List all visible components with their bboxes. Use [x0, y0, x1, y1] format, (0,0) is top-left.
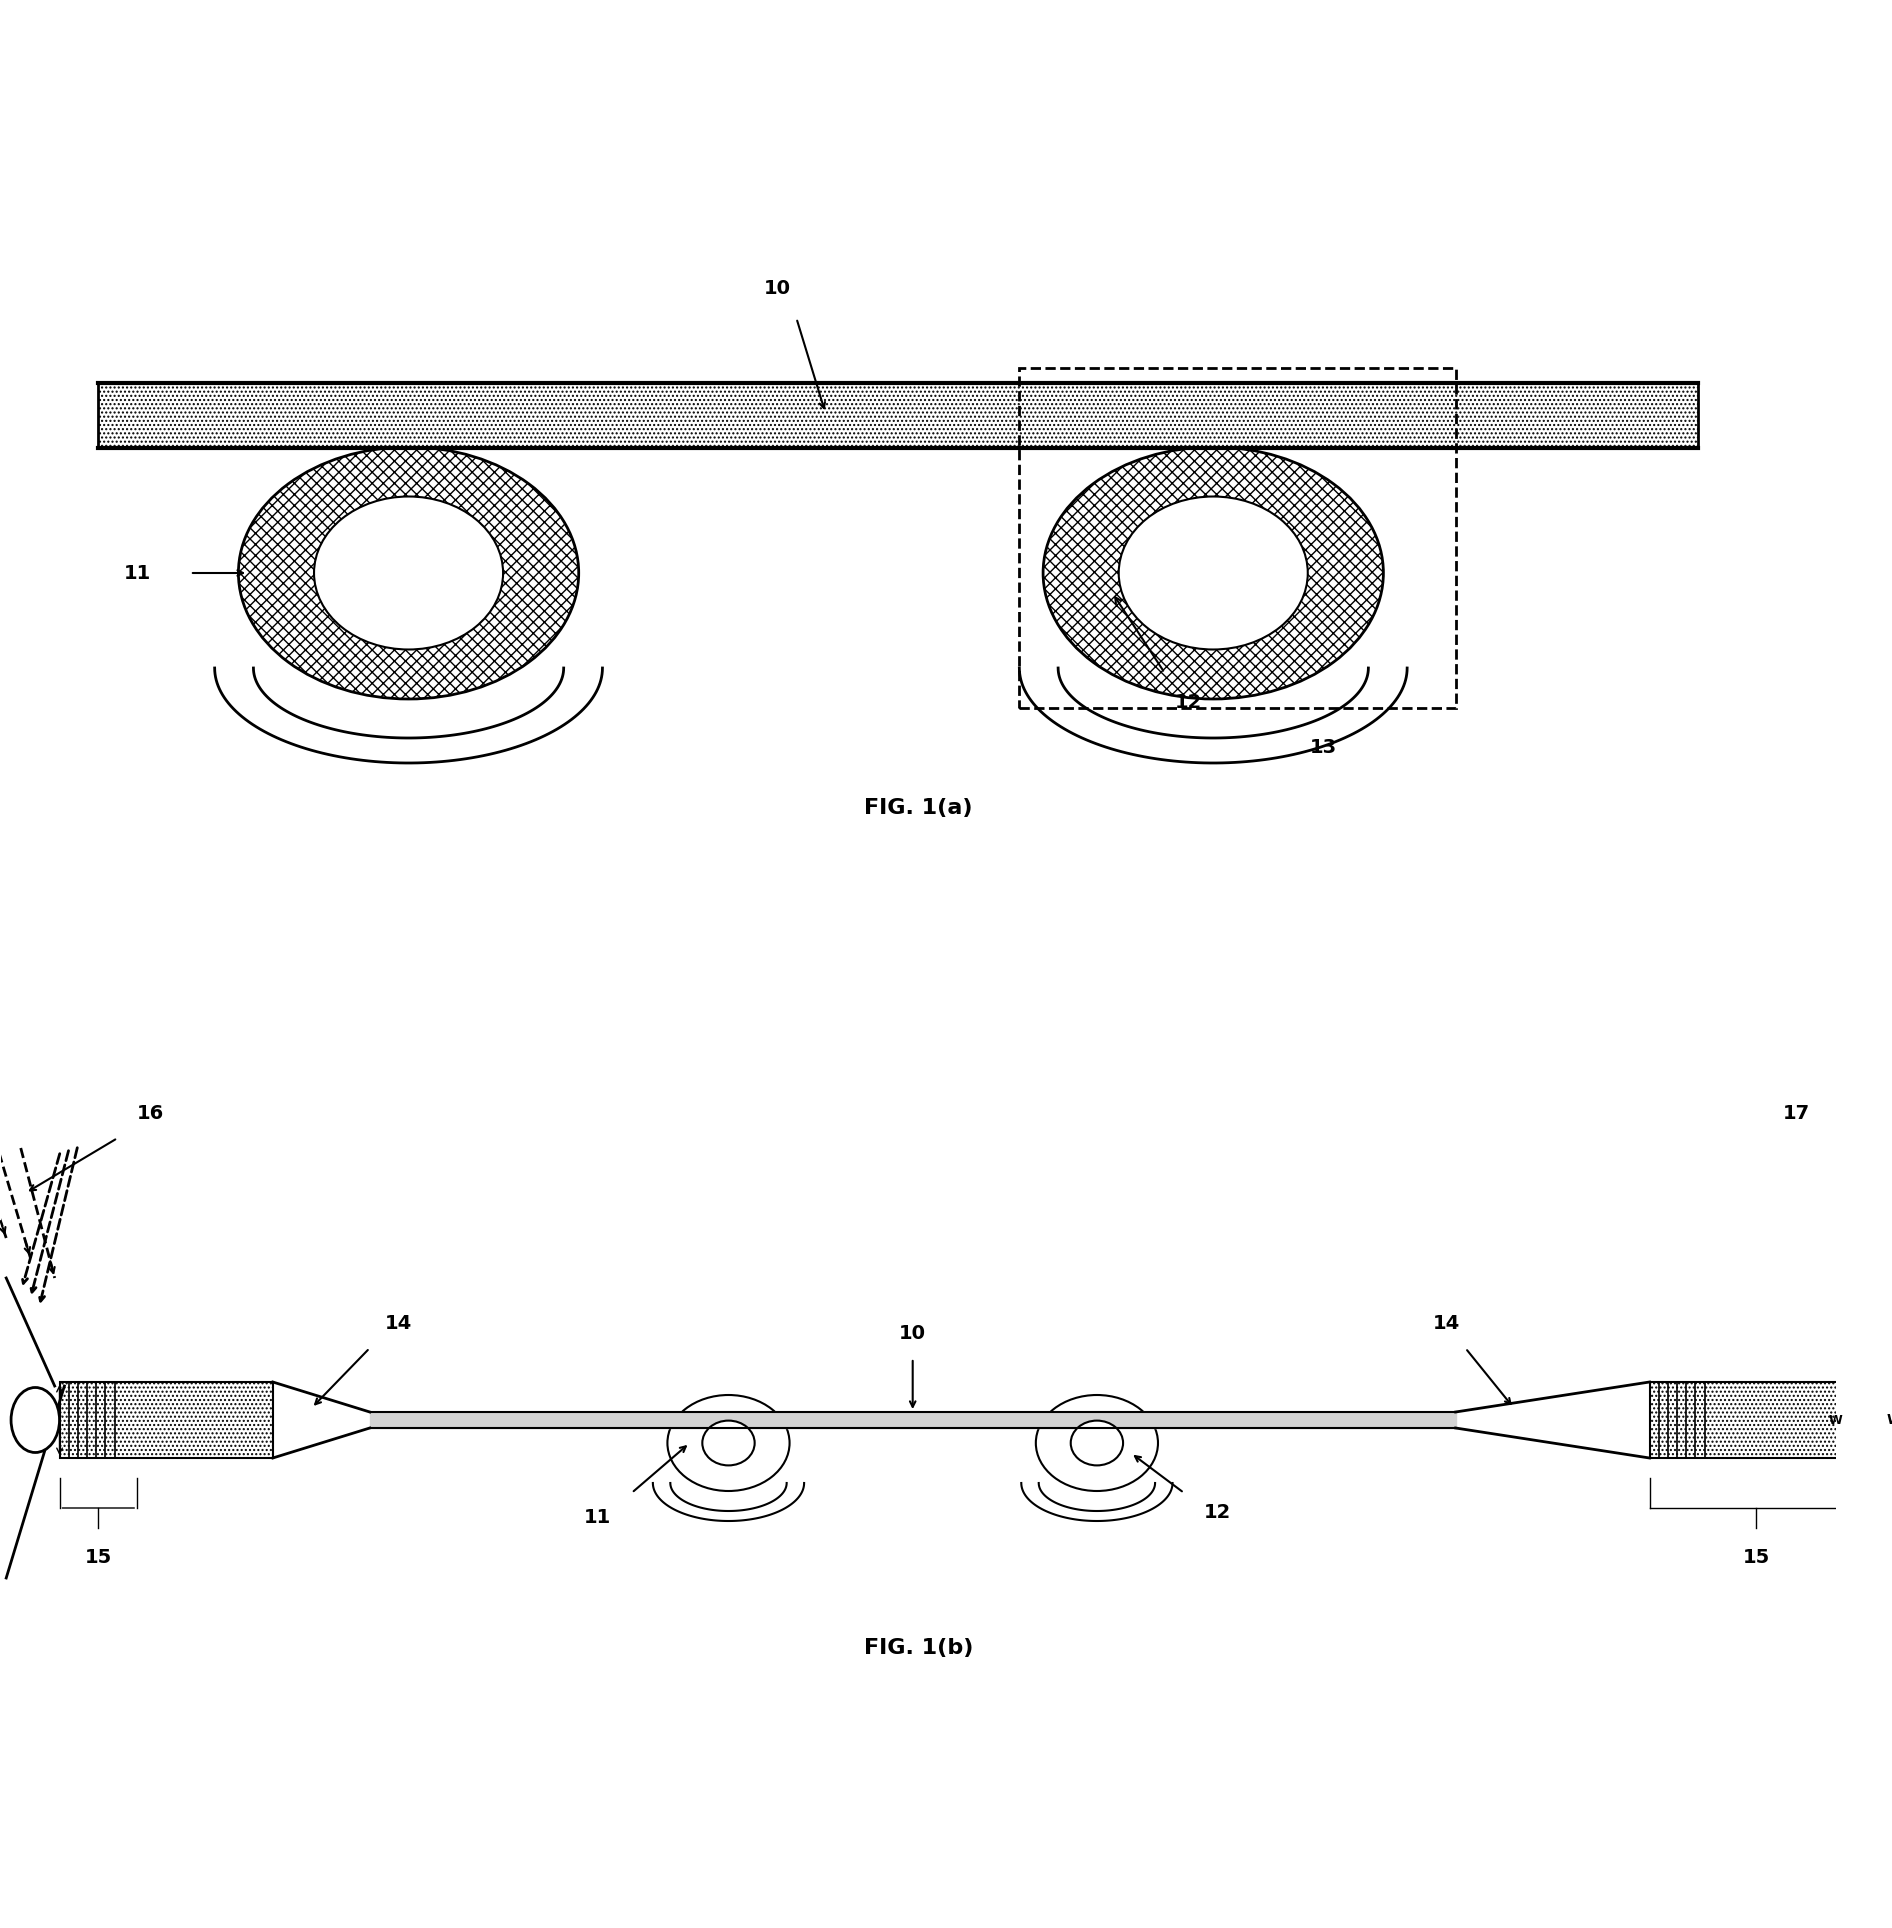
Bar: [59, 1382, 272, 1458]
Text: 14: 14: [1434, 1315, 1461, 1332]
Text: 11: 11: [123, 563, 151, 582]
Ellipse shape: [1071, 1421, 1124, 1465]
Ellipse shape: [668, 1396, 789, 1490]
Ellipse shape: [1042, 447, 1383, 700]
Text: W: W: [1830, 1413, 1843, 1427]
Text: FIG. 1(b): FIG. 1(b): [865, 1639, 972, 1658]
Text: 17: 17: [1782, 1105, 1809, 1122]
Ellipse shape: [702, 1421, 755, 1465]
Bar: [98, 384, 1697, 447]
Ellipse shape: [1035, 1396, 1158, 1490]
Bar: [1650, 1382, 1864, 1458]
Text: 10: 10: [764, 280, 791, 299]
Text: 14: 14: [384, 1315, 412, 1332]
Text: W: W: [30, 1413, 45, 1427]
Text: 12: 12: [1175, 692, 1201, 711]
Text: 12: 12: [1203, 1504, 1232, 1521]
Text: 11: 11: [585, 1508, 611, 1527]
Text: 15: 15: [85, 1548, 112, 1567]
Bar: [1020, 368, 1455, 708]
Text: 15: 15: [1743, 1548, 1769, 1567]
Text: 16: 16: [136, 1105, 165, 1122]
Ellipse shape: [11, 1388, 59, 1452]
Text: FIG. 1(a): FIG. 1(a): [865, 798, 972, 817]
Text: W: W: [47, 1413, 62, 1427]
Text: W: W: [1886, 1413, 1892, 1427]
Text: 13: 13: [1309, 738, 1338, 758]
Ellipse shape: [314, 497, 503, 650]
Ellipse shape: [1873, 1388, 1892, 1452]
Ellipse shape: [238, 447, 579, 700]
Ellipse shape: [1118, 497, 1307, 650]
Text: 10: 10: [899, 1325, 927, 1344]
